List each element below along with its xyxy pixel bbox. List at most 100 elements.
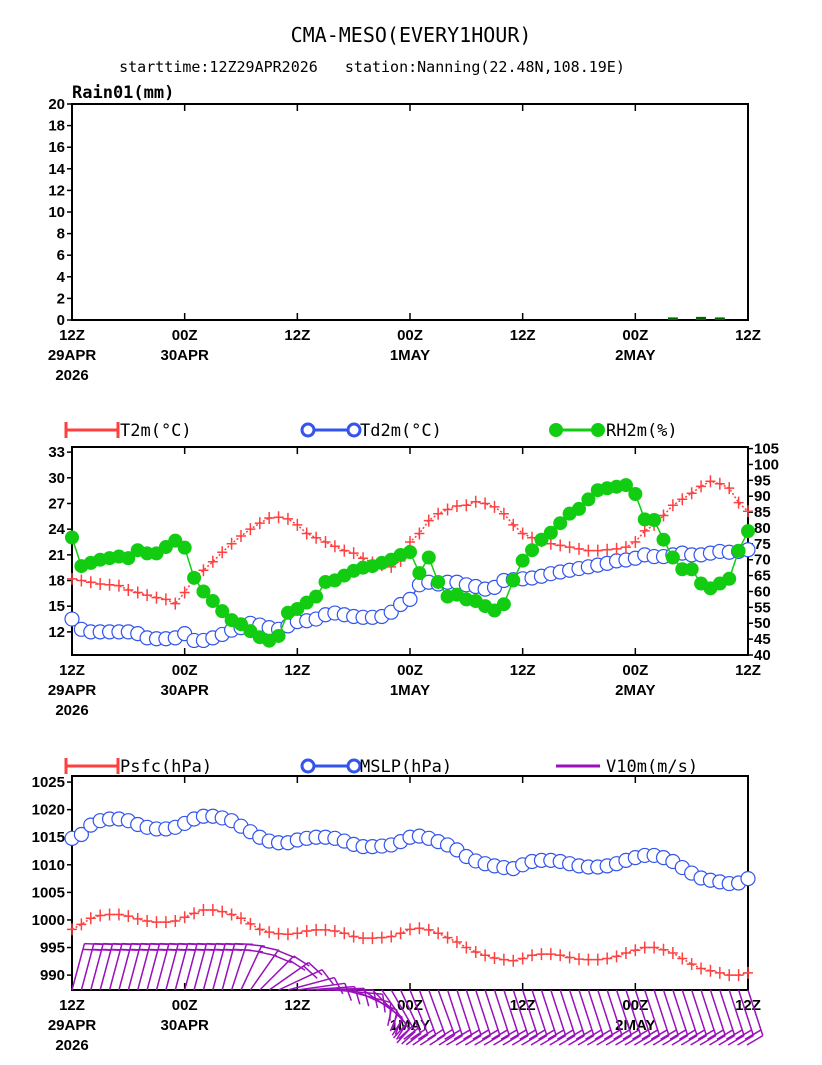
x-tick-label: 00Z	[172, 662, 198, 679]
psfc-point	[348, 930, 359, 943]
x-tick-label: 12Z	[59, 997, 85, 1014]
t2m-point	[696, 480, 707, 493]
t2m-point	[583, 544, 594, 557]
psfc-point	[714, 966, 725, 979]
y-tick-label: 6	[57, 247, 65, 264]
psfc-point	[67, 923, 77, 936]
psfc-point	[151, 916, 162, 929]
t2m-point	[292, 518, 303, 531]
y-tick-label: 14	[48, 161, 65, 178]
td2m-point	[402, 591, 418, 607]
wind-barb	[575, 989, 595, 1046]
psfc-point	[207, 904, 218, 917]
t2m-point	[714, 477, 725, 490]
wind-barb	[453, 989, 473, 1046]
psfc-point	[264, 926, 275, 939]
t2m-point	[574, 542, 584, 555]
y-tick-label: 30	[48, 470, 65, 487]
psfc-point	[160, 916, 171, 929]
wind-barb	[547, 989, 567, 1046]
psfc-line	[71, 909, 749, 976]
rain-bar	[667, 317, 678, 320]
y2-tick-label: 70	[754, 552, 771, 569]
legend-temperature: T2m(°C) Td2m(°C) RH2m(%)	[64, 421, 678, 441]
y-tick-label: 1015	[32, 829, 65, 846]
t2m-point	[667, 499, 678, 512]
wind-barb	[240, 945, 280, 991]
psfc-point	[461, 941, 472, 954]
t2m-point	[254, 517, 265, 530]
wind-barb	[509, 989, 529, 1046]
psfc-point	[367, 932, 378, 945]
x-tick-label: 12Z	[735, 327, 761, 344]
t2m-point	[480, 497, 491, 510]
x-tick-label: 00Z	[622, 997, 648, 1014]
psfc-point	[423, 923, 434, 936]
t2m-point	[611, 542, 622, 555]
wind-barb	[707, 989, 726, 1046]
rh2m-point	[741, 524, 755, 539]
legend-t2m-label: T2m(°C)	[120, 421, 192, 441]
psfc-point	[179, 911, 190, 924]
panel-2: 12 15 18 21 24 27 30 33 404550556065707580859095…	[48, 441, 779, 719]
psfc-point	[132, 912, 143, 925]
y-tick-label: 18	[48, 573, 65, 590]
y-tick-label: 20	[48, 96, 65, 113]
wind-barb	[297, 982, 353, 1001]
y-tick-label: 1010	[32, 857, 65, 874]
t2m-point	[67, 572, 77, 585]
t2m-point	[705, 475, 716, 488]
y2-tick-label: 105	[754, 441, 779, 458]
rh2m-point	[543, 525, 558, 540]
psfc-point	[123, 910, 134, 923]
x-tick-label: 2026	[55, 1037, 88, 1054]
x-tick-label: 29APR	[48, 1017, 97, 1034]
rh2m-point	[525, 543, 540, 558]
psfc-point	[358, 932, 369, 945]
t2m-point	[414, 527, 425, 540]
rh2m-point	[421, 550, 436, 565]
psfc-point	[273, 927, 284, 940]
wind-barb	[463, 989, 482, 1046]
wind-barb	[641, 989, 661, 1046]
x-tick-label: 2026	[55, 702, 88, 719]
legend-rh2m-label: RH2m(%)	[606, 421, 678, 441]
psfc-point	[451, 936, 462, 949]
t2m-point	[76, 574, 87, 587]
rh2m-point	[121, 551, 136, 566]
psfc-point	[724, 969, 735, 982]
y2-tick-label: 75	[754, 536, 771, 553]
t2m-point	[630, 536, 641, 549]
t2m-point	[132, 586, 143, 599]
t2m-point	[123, 583, 134, 596]
wind-barb	[278, 969, 334, 991]
t2m-point	[677, 493, 688, 506]
rh2m-point	[177, 540, 192, 555]
psfc-point	[733, 969, 744, 982]
y2-tick-label: 45	[754, 631, 771, 648]
legend-td2m-label: Td2m(°C)	[360, 421, 442, 441]
legend-mslp-label: MSLP(hPa)	[360, 757, 452, 777]
rh2m-point	[403, 545, 417, 560]
legend-v10m-label: V10m(m/s)	[606, 757, 698, 777]
psfc-point	[489, 952, 500, 965]
y2-tick-label: 100	[754, 456, 779, 473]
y-tick-label: 27	[48, 495, 65, 512]
t2m-point	[151, 591, 162, 604]
rh2m-point	[684, 562, 699, 577]
legend-mslp-marker	[300, 758, 316, 774]
psfc-point	[189, 907, 200, 920]
psfc-point	[104, 908, 115, 921]
t2m-point	[339, 544, 350, 557]
wind-barb	[669, 989, 689, 1046]
wind-barb	[472, 989, 492, 1046]
psfc-point	[433, 927, 444, 940]
y2-tick-label: 55	[754, 599, 771, 616]
t2m-point	[113, 579, 124, 592]
legend-rh2m-marker	[591, 423, 605, 437]
t2m-point	[423, 514, 434, 527]
legend-t2m-marker	[64, 422, 120, 438]
psfc-point	[705, 964, 716, 977]
rain-bar	[714, 317, 725, 320]
